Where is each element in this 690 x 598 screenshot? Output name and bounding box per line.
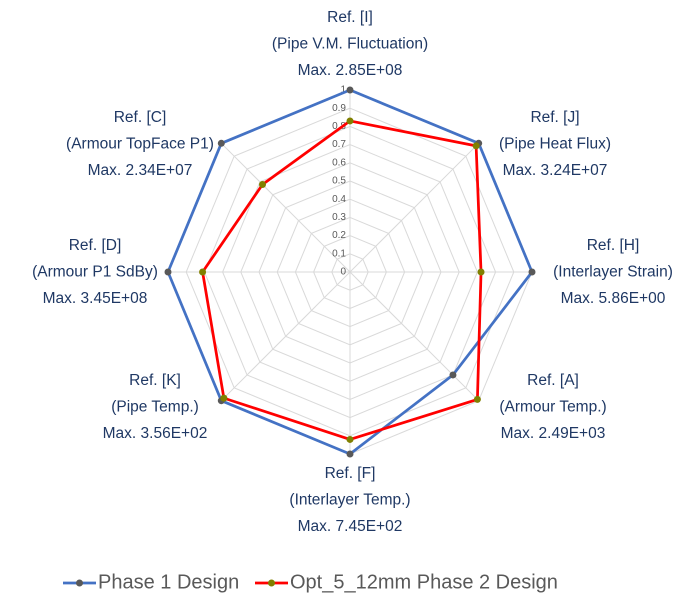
- legend-marker: [268, 579, 275, 587]
- r-tick-label: 0.4: [332, 194, 346, 205]
- spoke: [349, 142, 480, 273]
- r-tick-label: 0.6: [332, 157, 346, 168]
- spoke: [349, 271, 480, 402]
- category-label: Ref. [F]: [325, 465, 376, 482]
- r-tick-label: 0: [340, 267, 346, 278]
- category-label: Max. 3.56E+02: [103, 425, 208, 442]
- category-label: Ref. [K]: [129, 372, 181, 389]
- data-point: [346, 86, 354, 94]
- spoke: [220, 142, 351, 273]
- category-label: Ref. [H]: [587, 237, 640, 254]
- data-point: [449, 371, 457, 379]
- category-label: (Armour Temp.): [499, 399, 606, 416]
- data-point: [217, 139, 225, 147]
- category-label: Max. 3.24E+07: [503, 162, 608, 179]
- category-label: Ref. [J]: [530, 109, 579, 126]
- data-point: [164, 268, 172, 276]
- data-point: [346, 117, 354, 125]
- spoke: [220, 271, 351, 402]
- category-label: Ref. [A]: [527, 372, 579, 389]
- r-tick-label: 0.2: [332, 230, 346, 241]
- r-tick-label: 0.8: [332, 121, 346, 132]
- data-point: [258, 180, 266, 188]
- r-tick-label: 0.5: [332, 176, 346, 187]
- category-label: Max. 3.45E+08: [43, 290, 148, 307]
- category-label: (Pipe Temp.): [111, 399, 199, 416]
- data-point: [346, 435, 354, 443]
- data-point: [473, 395, 481, 403]
- category-label: (Armour TopFace P1): [66, 136, 214, 153]
- category-label: Max. 2.85E+08: [298, 62, 403, 79]
- r-tick-label: 1: [340, 85, 346, 96]
- category-label: Ref. [D]: [69, 237, 122, 254]
- legend-marker: [76, 579, 83, 587]
- category-label: (Pipe Heat Flux): [499, 136, 611, 153]
- category-label: (Interlayer Strain): [553, 264, 673, 281]
- data-point: [472, 142, 480, 150]
- category-label: Ref. [C]: [114, 109, 167, 126]
- category-label: Ref. [I]: [327, 9, 373, 26]
- data-point: [528, 268, 536, 276]
- data-point: [199, 268, 207, 276]
- category-label: Max. 5.86E+00: [561, 290, 666, 307]
- r-tick-label: 0.1: [332, 248, 346, 259]
- category-label: (Pipe V.M. Fluctuation): [272, 36, 428, 53]
- category-label: Max. 7.45E+02: [298, 518, 403, 535]
- category-label: (Armour P1 SdBy): [32, 264, 158, 281]
- data-point: [220, 394, 228, 402]
- r-tick-label: 0.7: [332, 139, 346, 150]
- r-tick-label: 0.3: [332, 212, 346, 223]
- category-label: (Interlayer Temp.): [289, 492, 410, 509]
- data-point: [477, 268, 485, 276]
- legend-label: Opt_5_12mm Phase 2 Design: [290, 571, 558, 593]
- legend-label: Phase 1 Design: [98, 571, 239, 593]
- r-tick-label: 0.9: [332, 103, 346, 114]
- category-label: Max. 2.49E+03: [501, 425, 606, 442]
- data-point: [346, 450, 354, 458]
- category-label: Max. 2.34E+07: [88, 162, 193, 179]
